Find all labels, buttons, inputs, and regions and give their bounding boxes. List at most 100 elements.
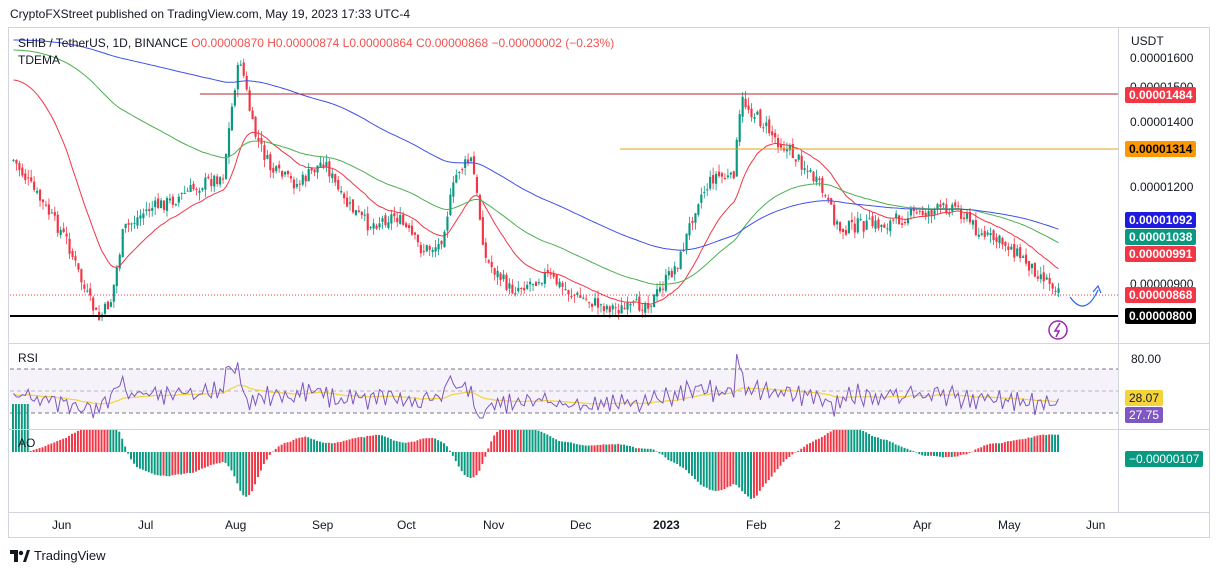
candle-body	[732, 171, 735, 179]
pane-separator-rsi[interactable]	[8, 343, 1210, 344]
candle-body	[818, 178, 821, 181]
candle-body	[821, 177, 824, 193]
ao-bar	[983, 445, 986, 452]
candle-body	[1022, 256, 1025, 258]
candle-body	[413, 232, 417, 235]
candle-body	[998, 235, 1001, 244]
pane-separator-ao[interactable]	[8, 429, 1210, 430]
candle-body	[360, 211, 363, 216]
candle-body	[405, 223, 408, 228]
ao-bar	[750, 452, 752, 499]
ao-bar	[165, 452, 168, 477]
rsi-title[interactable]: RSI	[18, 351, 39, 365]
candle-body	[791, 144, 794, 159]
ao-bar	[327, 442, 330, 452]
ao-bar	[664, 452, 667, 458]
candle-body	[139, 215, 142, 219]
ao-bar	[316, 440, 319, 452]
ao-bar	[744, 452, 747, 495]
ao-bar	[286, 442, 289, 452]
candle-body	[608, 306, 611, 313]
ao-bar	[271, 451, 274, 453]
candle-body	[785, 148, 789, 152]
candle-body	[186, 190, 189, 192]
ao-bar	[611, 444, 614, 452]
candle-body	[434, 247, 437, 252]
symbol-legend[interactable]: SHIB / TetherUS, 1D, BINANCE O0.00000870…	[18, 36, 614, 50]
ao-bar	[1054, 434, 1057, 452]
ao-bar	[186, 452, 189, 473]
ao-bar	[268, 452, 271, 455]
candle-body	[809, 169, 812, 172]
candle-body	[877, 219, 880, 229]
candle-body	[909, 208, 912, 216]
time-axis-label: May	[998, 518, 1021, 532]
ao-bar	[242, 452, 245, 496]
ao-bar	[502, 430, 505, 452]
ao-bar	[525, 430, 528, 452]
ao-bar	[888, 441, 891, 452]
ao-title[interactable]: AO	[18, 436, 36, 450]
candle-body	[53, 211, 56, 216]
ao-bar	[956, 452, 959, 457]
candle-body	[242, 62, 245, 76]
ao-bar	[407, 442, 410, 452]
candle-body	[576, 292, 579, 295]
ao-bar	[891, 442, 894, 452]
ao-bar	[856, 430, 859, 452]
ao-bar	[764, 452, 767, 484]
ao-bar	[803, 446, 806, 452]
ao-bar	[599, 444, 602, 452]
ao-bar	[20, 404, 23, 452]
ao-bar	[466, 452, 469, 478]
ao-bar	[112, 430, 115, 452]
ao-bar	[823, 435, 826, 452]
candle-body	[145, 209, 148, 211]
candle-body	[815, 176, 818, 182]
candle-body	[1024, 254, 1028, 264]
candle-body	[475, 177, 479, 193]
projection-arrow-head	[1092, 284, 1102, 294]
candle-body	[1042, 272, 1045, 282]
ao-bar	[189, 452, 192, 474]
ao-bar	[578, 444, 581, 452]
ao-bar	[1006, 441, 1009, 452]
ao-bar	[540, 431, 543, 452]
candle-body	[151, 207, 154, 211]
candle-body	[21, 167, 24, 176]
candle-body	[629, 304, 632, 306]
ao-bar	[478, 452, 481, 471]
ao-bar	[729, 452, 732, 487]
ao-bar	[640, 448, 643, 452]
ao-bar	[212, 452, 215, 465]
ao-bar	[752, 452, 755, 499]
ao-bar	[304, 436, 307, 452]
ao-bar	[298, 437, 301, 452]
candle-body	[1027, 260, 1031, 271]
candle-body	[301, 174, 304, 185]
ao-bar	[14, 404, 17, 452]
candle-body	[526, 284, 529, 289]
ao-bar	[41, 447, 44, 452]
ao-bar	[581, 445, 584, 452]
candle-body	[980, 233, 983, 235]
tradingview-logo[interactable]: TradingView	[10, 548, 106, 563]
ao-bar	[1003, 442, 1006, 452]
candle-body	[747, 105, 750, 110]
symbol-name[interactable]: SHIB / TetherUS, 1D, BINANCE	[18, 36, 188, 50]
candle-body	[968, 211, 972, 223]
candle-body	[428, 246, 431, 250]
candle-body	[180, 192, 183, 194]
ao-bar	[65, 437, 68, 452]
candle-body	[892, 219, 895, 221]
candle-body	[546, 269, 549, 274]
ao-bar	[617, 443, 620, 452]
candle-body	[517, 287, 520, 292]
ao-bar	[301, 437, 304, 452]
candle-body	[676, 267, 679, 269]
currency-label[interactable]: USDT	[1131, 34, 1164, 48]
candle-body	[617, 310, 620, 314]
ao-bar	[859, 430, 862, 452]
indicator-legend[interactable]: TDEMA	[18, 53, 60, 67]
